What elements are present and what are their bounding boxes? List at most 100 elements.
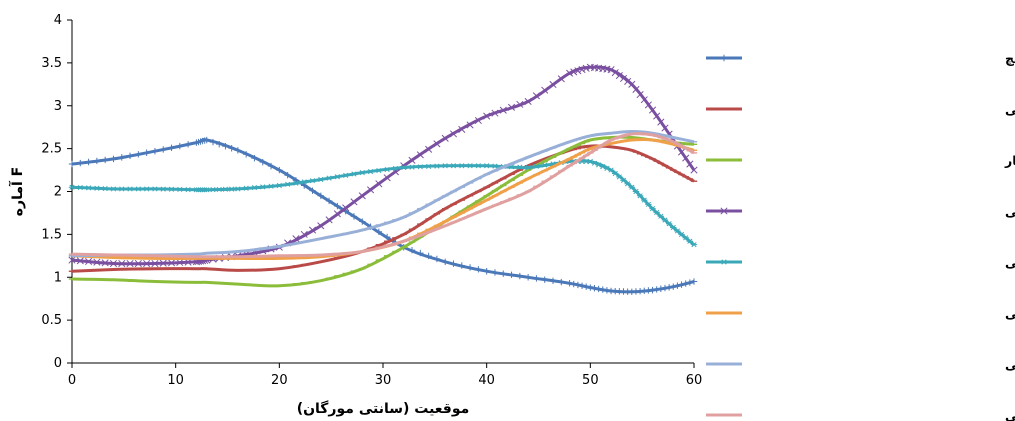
data-point — [674, 282, 681, 289]
legend-label: میانگین افزایش وزن روزانه دو تا سه هفتگی — [1005, 204, 1015, 219]
data-point — [607, 167, 615, 173]
data-point — [466, 264, 474, 271]
data-point — [500, 270, 507, 277]
data-point — [267, 183, 275, 189]
data-point — [184, 258, 192, 266]
data-point — [466, 163, 474, 169]
legend: وزن هچ وزن سه هفتگی وزن قبل از کشتار میانگی… — [706, 51, 1015, 421]
data-point — [308, 226, 317, 234]
data-point — [359, 218, 366, 225]
data-point — [649, 286, 656, 294]
data-point — [657, 118, 665, 126]
data-point — [309, 178, 316, 184]
data-point — [558, 278, 565, 286]
data-point — [425, 252, 432, 260]
data-point — [657, 213, 665, 219]
data-point — [416, 151, 424, 159]
x-tick-label: 60 — [686, 373, 703, 388]
data-point — [292, 235, 300, 243]
data-point — [77, 184, 84, 191]
data-point — [216, 186, 223, 193]
data-point — [611, 69, 619, 77]
data-point — [342, 204, 350, 212]
data-point — [251, 184, 258, 191]
y-tick-label: 4 — [54, 13, 62, 28]
data-point — [85, 257, 93, 266]
data-point — [541, 86, 549, 94]
data-point — [570, 280, 577, 288]
data-point — [276, 166, 283, 174]
data-point — [541, 276, 548, 283]
data-point — [325, 197, 333, 205]
data-point — [400, 164, 407, 171]
legend-item: میانگین افزایش وزن روزانه دو تا سه هفتگی — [706, 204, 1015, 219]
data-point — [475, 266, 482, 273]
data-point — [591, 285, 598, 292]
data-point — [209, 138, 217, 146]
data-point — [301, 179, 308, 185]
data-point — [135, 186, 142, 192]
data-point — [134, 259, 142, 268]
data-point — [516, 164, 524, 170]
data-point — [686, 160, 694, 168]
data-point — [325, 216, 333, 224]
data-point — [690, 278, 698, 285]
series-markers — [68, 145, 698, 272]
legend-label: نسبت کلیبر دو تا سه هفتگی — [1005, 255, 1015, 270]
data-point — [93, 157, 101, 165]
data-point — [110, 155, 117, 163]
data-point — [533, 163, 540, 169]
data-point — [359, 170, 366, 176]
data-point — [317, 222, 325, 230]
data-point — [300, 230, 308, 238]
data-point — [587, 284, 594, 291]
data-point — [491, 269, 499, 276]
data-point — [686, 279, 694, 286]
series-2 — [68, 144, 698, 273]
data-point — [599, 286, 606, 293]
data-point — [661, 217, 669, 223]
data-point — [450, 163, 457, 169]
data-point — [632, 188, 640, 195]
data-point — [118, 154, 125, 161]
data-point — [375, 167, 383, 174]
data-point — [234, 186, 242, 192]
data-point — [524, 97, 532, 106]
series-8 — [68, 132, 698, 259]
data-point — [228, 145, 235, 152]
data-point — [222, 186, 229, 192]
data-point — [644, 101, 652, 109]
data-point — [678, 231, 685, 237]
data-point — [417, 164, 424, 170]
data-point — [317, 192, 324, 199]
data-point — [483, 112, 491, 120]
legend-item: میانگین افزایش وزن روزانه هچ تا پنج هفتگ… — [706, 408, 1015, 421]
data-point — [516, 100, 524, 108]
data-point — [350, 198, 358, 206]
data-point — [549, 80, 557, 89]
data-point — [367, 169, 374, 175]
y-tick-label: 3.5 — [41, 56, 62, 71]
data-point — [628, 184, 635, 190]
data-point — [168, 144, 175, 151]
data-point — [203, 136, 210, 144]
data-point — [408, 164, 416, 170]
data-point — [657, 285, 665, 292]
data-point — [682, 154, 690, 162]
data-point — [110, 186, 117, 192]
data-point — [383, 233, 391, 241]
data-point — [619, 74, 628, 83]
data-point — [441, 134, 449, 142]
data-point — [442, 163, 449, 169]
data-point — [483, 163, 490, 169]
legend-item: وزن قبل از کشتار — [706, 153, 1015, 168]
data-point — [151, 259, 159, 268]
data-point — [433, 163, 441, 169]
data-point — [68, 184, 76, 190]
data-point — [143, 259, 151, 268]
data-point — [284, 172, 291, 179]
data-point — [682, 235, 689, 241]
legend-marker — [720, 54, 728, 62]
data-point — [475, 163, 482, 169]
data-point — [690, 242, 698, 248]
